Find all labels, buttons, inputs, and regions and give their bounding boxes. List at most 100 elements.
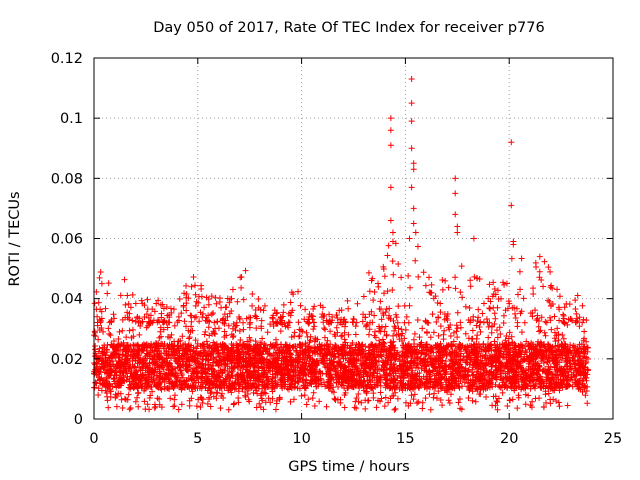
data-point <box>269 381 276 388</box>
data-point <box>367 319 374 326</box>
data-point <box>467 356 474 363</box>
data-point <box>402 382 409 389</box>
data-point <box>437 358 444 365</box>
data-point <box>199 310 206 317</box>
data-point <box>373 404 380 411</box>
data-point <box>295 379 302 386</box>
data-point <box>469 372 476 379</box>
data-point <box>533 317 540 324</box>
data-point <box>452 274 459 281</box>
data-point <box>515 382 522 389</box>
data-point <box>97 306 104 313</box>
data-point <box>333 368 340 375</box>
data-point <box>565 381 572 388</box>
data-point <box>127 405 134 412</box>
data-point <box>363 385 370 392</box>
data-point <box>206 396 213 403</box>
data-point <box>341 362 348 369</box>
data-point <box>581 350 588 357</box>
data-point <box>217 405 224 412</box>
data-point <box>425 274 432 281</box>
data-point <box>95 299 102 306</box>
data-point <box>158 386 165 393</box>
data-point <box>362 314 369 321</box>
data-point <box>137 322 144 329</box>
data-point <box>199 399 206 406</box>
data-point <box>415 364 422 371</box>
data-point <box>192 291 199 298</box>
data-point <box>447 391 454 398</box>
data-point <box>430 394 437 401</box>
data-point <box>412 257 419 264</box>
data-point <box>228 389 235 396</box>
data-point <box>155 297 162 304</box>
data-point <box>294 378 301 385</box>
data-point <box>134 313 141 320</box>
data-point <box>208 345 215 352</box>
data-point <box>556 382 563 389</box>
data-point <box>547 314 554 321</box>
data-point <box>98 280 105 287</box>
data-point <box>176 355 183 362</box>
data-point <box>190 356 197 363</box>
data-point <box>388 361 395 368</box>
data-point <box>390 332 397 339</box>
data-point <box>277 377 284 384</box>
data-point <box>114 380 121 387</box>
data-point <box>240 341 247 348</box>
data-point <box>380 266 387 273</box>
data-point <box>142 342 149 349</box>
data-point <box>247 382 254 389</box>
data-point <box>572 343 579 350</box>
data-point <box>93 365 100 372</box>
data-point <box>246 314 253 321</box>
data-point <box>183 291 190 298</box>
data-point <box>498 295 505 302</box>
data-point <box>580 316 587 323</box>
data-point <box>112 368 119 375</box>
data-point <box>388 376 395 383</box>
data-point <box>141 398 148 405</box>
data-point <box>577 353 584 360</box>
data-point <box>476 275 483 282</box>
data-point <box>333 379 340 386</box>
data-point <box>181 318 188 325</box>
data-point <box>253 404 260 411</box>
data-point <box>122 396 129 403</box>
data-point <box>456 384 463 391</box>
data-point <box>404 363 411 370</box>
data-point <box>317 376 324 383</box>
data-point <box>120 377 127 384</box>
data-point <box>226 310 233 317</box>
data-point <box>344 297 351 304</box>
data-point <box>113 403 120 410</box>
data-point <box>518 308 525 315</box>
data-point <box>187 312 194 319</box>
data-point <box>192 379 199 386</box>
data-point <box>295 333 302 340</box>
data-point <box>548 326 555 333</box>
data-point <box>572 360 579 367</box>
data-point <box>95 385 102 392</box>
data-point <box>389 393 396 400</box>
data-point <box>173 370 180 377</box>
data-point <box>245 345 252 352</box>
data-point <box>103 377 110 384</box>
data-point <box>240 326 247 333</box>
data-point <box>477 328 484 335</box>
data-point <box>561 319 568 326</box>
data-point <box>255 295 262 302</box>
data-point <box>437 300 444 307</box>
data-point <box>445 284 452 291</box>
data-point <box>207 403 214 410</box>
data-point <box>181 378 188 385</box>
data-point <box>235 385 242 392</box>
data-point <box>331 353 338 360</box>
data-point <box>307 373 314 380</box>
data-point <box>370 360 377 367</box>
data-point <box>580 346 587 353</box>
data-point <box>111 315 118 322</box>
data-point <box>311 303 318 310</box>
data-point <box>261 302 268 309</box>
data-point <box>139 300 146 307</box>
